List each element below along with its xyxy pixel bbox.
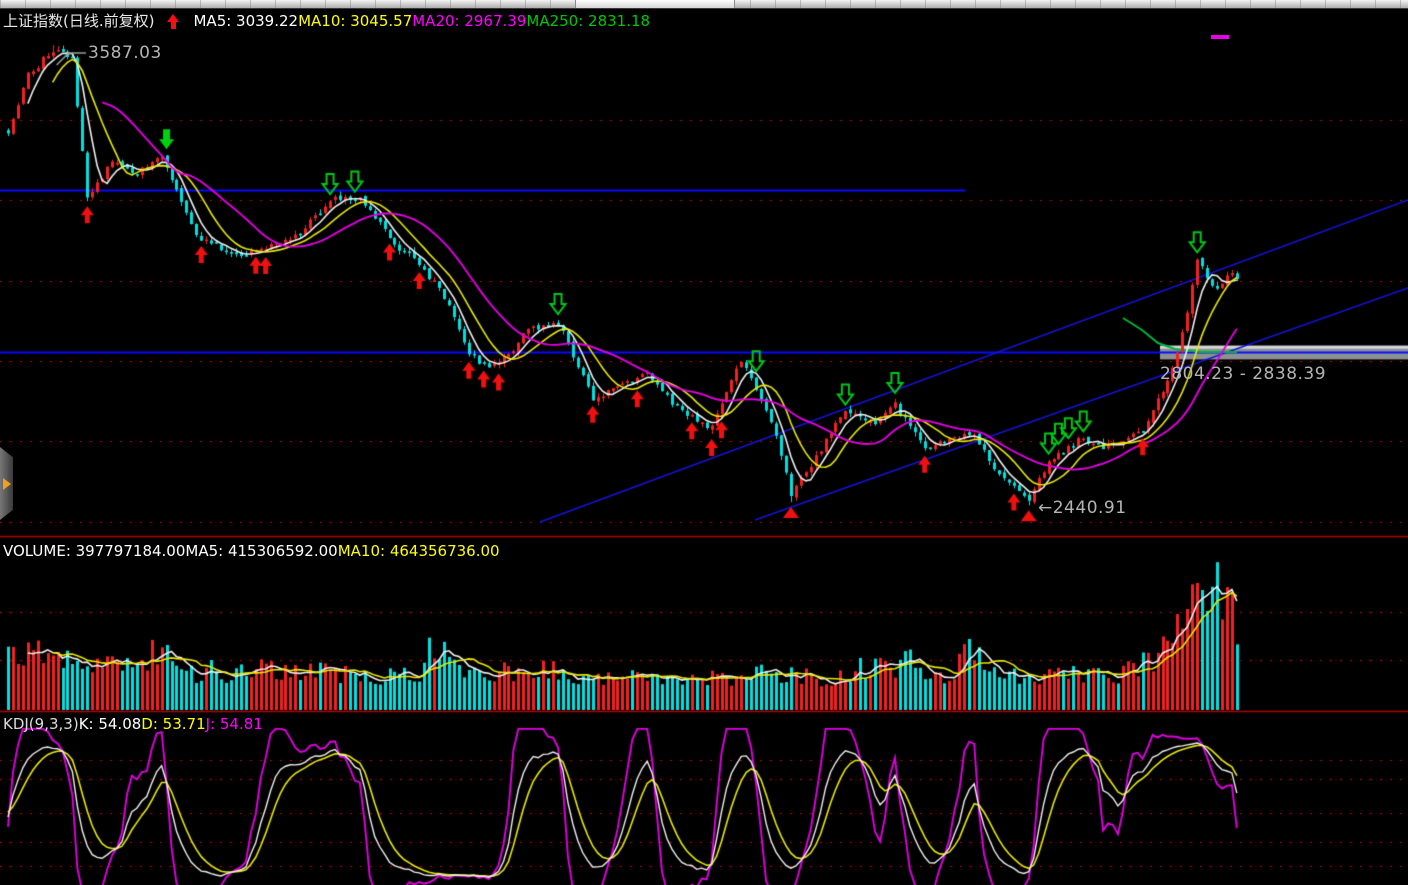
indicator-header: 上证指数(日线.前复权) MA5: 3039.22MA10: 3045.57MA… [3,11,650,31]
chart-title: 上证指数(日线.前复权) [3,12,155,30]
gap-range-annotation: 2804.23 - 2838.39 [1160,364,1327,384]
sidebar-expand-handle[interactable] [0,447,13,520]
kdj-header: KDJ(9,3,3)K: 54.08D: 53.71J: 54.81 [3,714,263,734]
low-price-annotation: ←2440.91 [1038,498,1127,518]
top-scrollbar[interactable] [0,0,1408,9]
up-arrow-icon [167,13,180,30]
volume-header: VOLUME: 397797184.00MA5: 415306592.00MA1… [3,541,500,561]
ma-value-label: MA10: 3045.57 [298,12,413,30]
ma-value-label: MA5: 3039.22 [193,12,299,30]
magenta-tick [1211,35,1229,39]
kdj-value-label: D: 53.71 [141,715,206,733]
kdj-value-label: KDJ(9,3,3) [3,715,79,733]
volume-value-label: MA10: 464356736.00 [337,542,500,560]
top-scrollbar-thumb[interactable] [575,0,735,8]
ma-value-label: MA250: 2831.18 [526,12,651,30]
ma-value-label: MA20: 2967.39 [412,12,527,30]
volume-value-label: MA5: 415306592.00 [185,542,338,560]
volume-value-label: VOLUME: 397797184.00 [3,542,186,560]
kdj-value-label: J: 54.81 [205,715,263,733]
expand-arrow-icon [3,478,11,490]
peak-price-annotation: 3587.03 [88,43,162,63]
kdj-value-label: K: 54.08 [78,715,142,733]
